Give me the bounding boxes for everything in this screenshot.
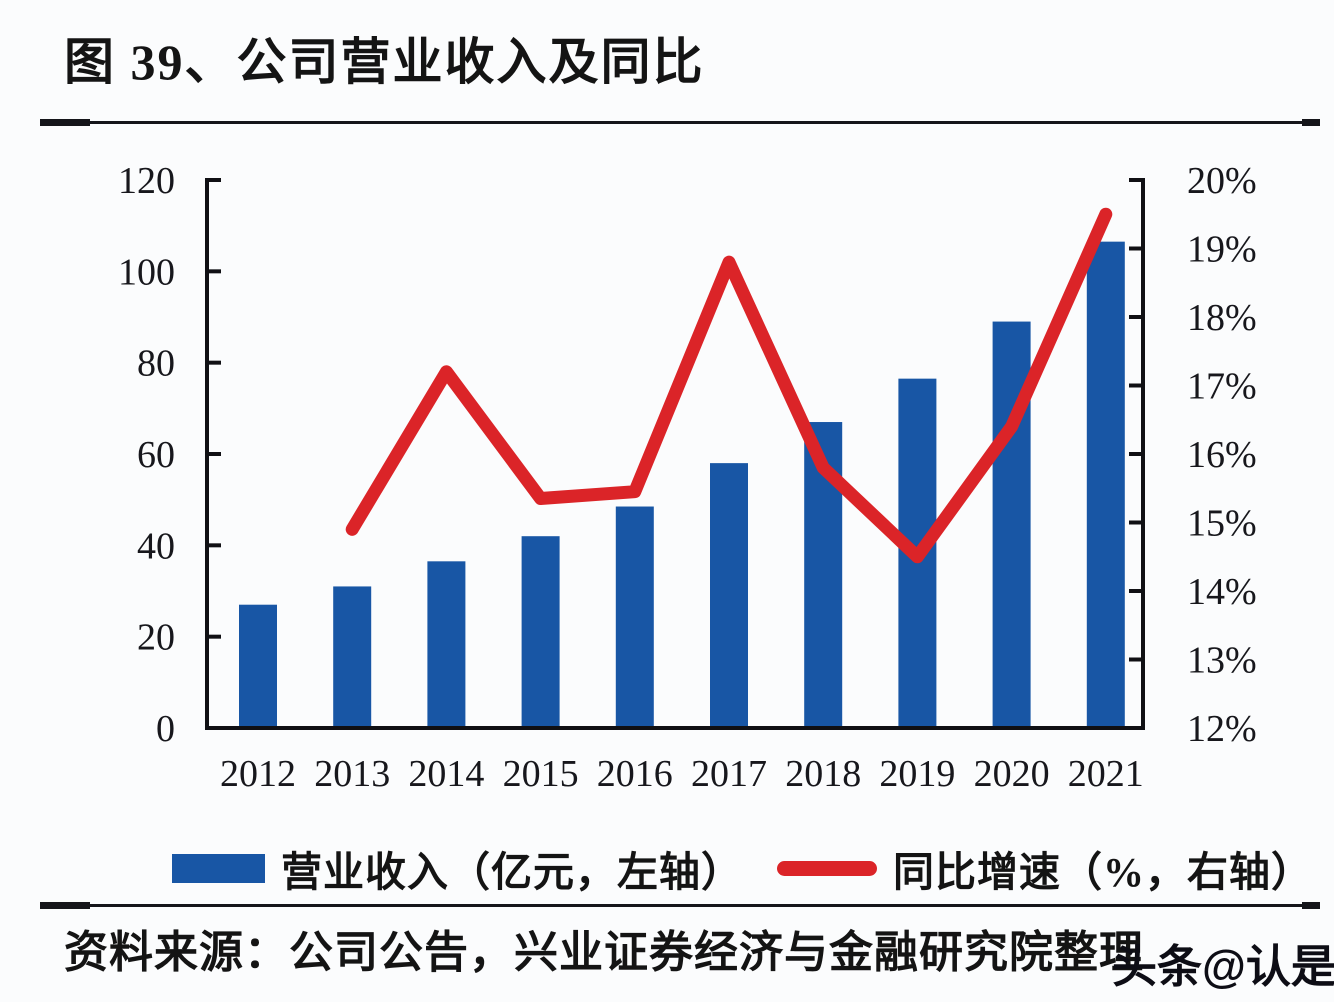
x-axis-year-label: 2019	[879, 753, 955, 795]
source-note: 资料来源：公司公告，兴业证券经济与金融研究院整理	[64, 928, 1144, 977]
x-axis-year-label: 2012	[220, 753, 296, 795]
left-axis-tick-label: 100	[118, 251, 175, 293]
left-axis-tick-label: 20	[137, 617, 175, 659]
revenue-bar-2015	[521, 536, 560, 728]
x-axis-year-label: 2013	[314, 753, 390, 795]
left-axis-tick-label: 60	[137, 434, 175, 476]
x-axis-year-label: 2021	[1068, 753, 1144, 795]
left-axis-tick-label: 120	[118, 160, 175, 202]
legend-label: 同比增速（%，右轴）	[893, 849, 1313, 895]
growth-line-swatch	[777, 860, 877, 876]
right-axis-tick-label: 16%	[1187, 434, 1257, 476]
revenue-bar-2017	[710, 463, 748, 728]
revenue-swatch	[172, 853, 265, 883]
x-axis-year-label: 2017	[691, 753, 767, 795]
watermark-text: 头条@认是	[1112, 941, 1334, 992]
legend-item-revenue: 营业收入（亿元，左轴）	[172, 838, 743, 898]
revenue-bar-2014	[427, 561, 466, 728]
right-axis-tick-label: 17%	[1187, 366, 1257, 408]
right-axis-tick-label: 18%	[1187, 297, 1257, 339]
x-axis-year-label: 2018	[785, 753, 861, 795]
growth-line	[345, 207, 1113, 564]
right-axis-tick-label: 15%	[1187, 503, 1257, 545]
right-axis-tick-label: 14%	[1187, 571, 1257, 613]
legend-item-growth: 同比增速（%，右轴）	[777, 838, 1313, 898]
revenue-bar-2021	[1086, 241, 1125, 728]
x-axis-year-label: 2020	[974, 753, 1050, 795]
right-axis-tick-label: 19%	[1187, 229, 1257, 271]
right-axis-tick-label: 13%	[1187, 640, 1257, 682]
revenue-bar-2012	[239, 604, 277, 728]
x-axis-year-label: 2016	[597, 753, 673, 795]
chart-legend: 营业收入（亿元，左轴） 同比增速（%，右轴）	[172, 846, 1313, 895]
revenue-bar-2013	[333, 586, 372, 728]
revenue-bar-2016	[615, 506, 654, 728]
figure-title: 图 39、公司营业收入及同比	[64, 34, 705, 90]
right-axis-tick-label: 12%	[1187, 708, 1257, 750]
left-axis-tick-label: 0	[156, 708, 175, 750]
footer-divider	[40, 902, 1320, 909]
x-axis-year-label: 2014	[408, 753, 484, 795]
left-axis-tick-label: 40	[137, 525, 175, 567]
title-divider	[40, 119, 1320, 126]
legend-label: 营业收入（亿元，左轴）	[281, 849, 743, 895]
left-axis-tick-label: 80	[137, 343, 175, 385]
x-axis-year-label: 2015	[503, 753, 579, 795]
right-axis-tick-label: 20%	[1187, 160, 1257, 202]
